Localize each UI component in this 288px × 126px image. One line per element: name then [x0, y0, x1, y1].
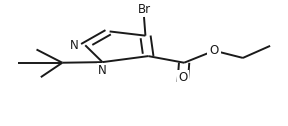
Text: N: N	[98, 64, 107, 77]
Text: Br: Br	[137, 3, 151, 16]
Text: O: O	[210, 44, 219, 57]
Text: O: O	[178, 71, 187, 84]
Text: N: N	[69, 39, 78, 52]
